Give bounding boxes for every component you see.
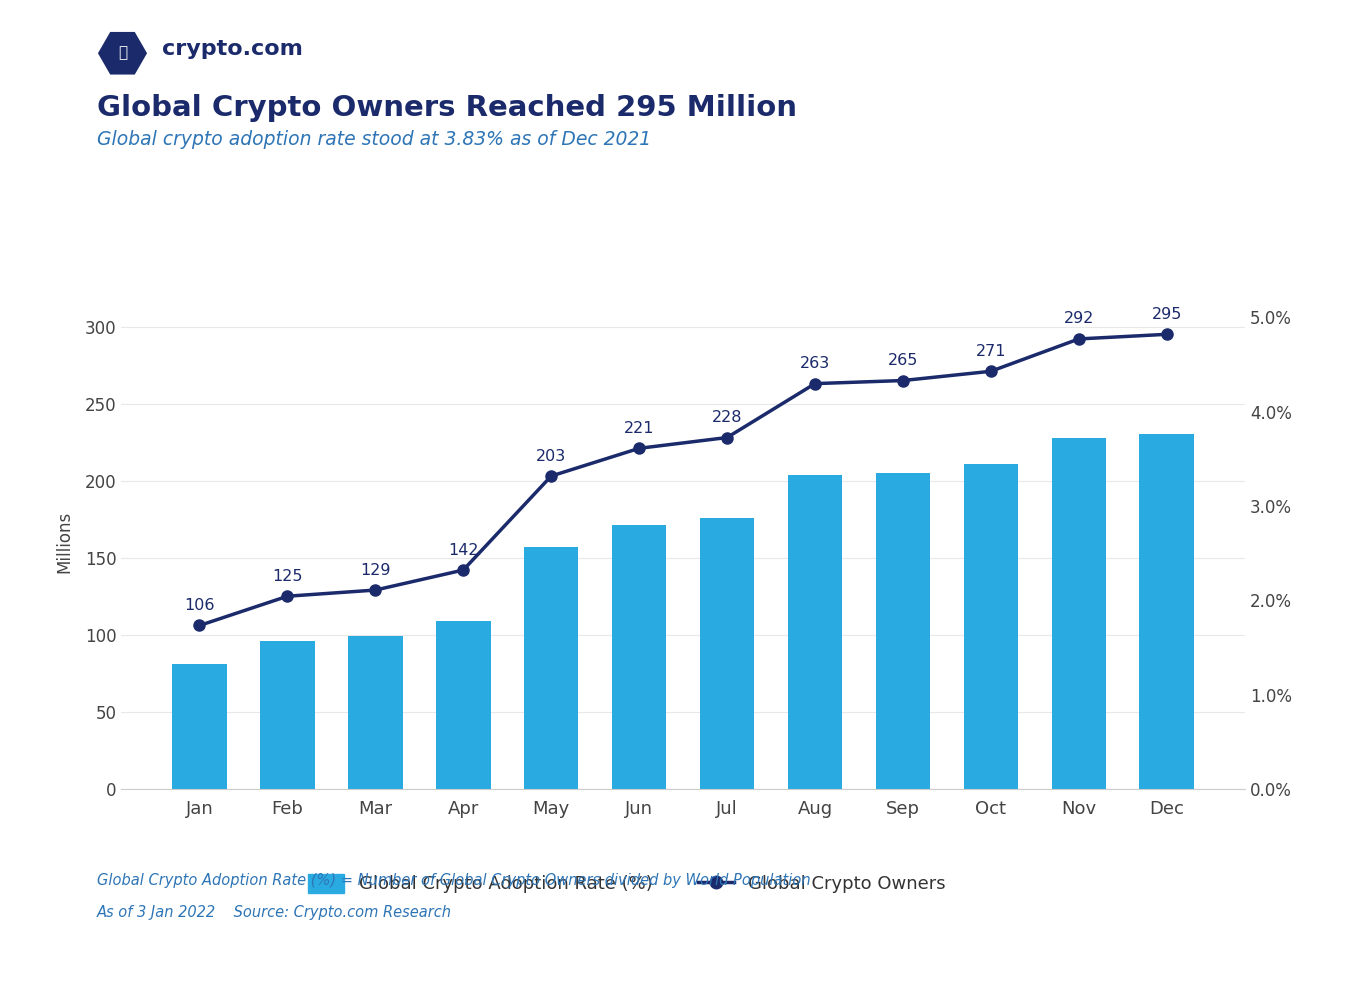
Text: 125: 125: [272, 569, 303, 584]
Bar: [1051, 438, 1106, 789]
Text: 129: 129: [361, 563, 390, 578]
Bar: [876, 473, 930, 789]
Text: Ⓒ: Ⓒ: [118, 44, 127, 60]
Text: Global Crypto Owners Reached 295 Million: Global Crypto Owners Reached 295 Million: [97, 94, 797, 121]
Text: 271: 271: [976, 344, 1005, 359]
Bar: [172, 664, 226, 789]
Text: 265: 265: [888, 353, 918, 368]
Text: As of 3 Jan 2022    Source: Crypto.com Research: As of 3 Jan 2022 Source: Crypto.com Rese…: [97, 905, 452, 920]
Bar: [436, 621, 490, 789]
Bar: [524, 547, 579, 789]
Text: 292: 292: [1063, 312, 1094, 326]
Bar: [964, 463, 1018, 789]
Text: Global Crypto Adoption Rate (%) = Number of Global Crypto Owners divided by Worl: Global Crypto Adoption Rate (%) = Number…: [97, 873, 810, 887]
Text: 106: 106: [184, 598, 215, 613]
Text: 295: 295: [1152, 307, 1182, 321]
Bar: [612, 526, 666, 789]
Text: Global crypto adoption rate stood at 3.83% as of Dec 2021: Global crypto adoption rate stood at 3.8…: [97, 130, 651, 149]
Text: 221: 221: [625, 421, 654, 436]
Text: 142: 142: [448, 542, 479, 557]
Text: 203: 203: [536, 449, 567, 463]
Bar: [1140, 435, 1194, 789]
Bar: [349, 636, 402, 789]
Bar: [787, 474, 843, 789]
Bar: [700, 518, 754, 789]
Text: 228: 228: [712, 410, 742, 425]
Text: crypto.com: crypto.com: [162, 39, 303, 59]
Y-axis label: Millions: Millions: [55, 511, 74, 574]
Legend: Global Crypto Adoption Rate (%), Global Crypto Owners: Global Crypto Adoption Rate (%), Global …: [302, 867, 953, 900]
Bar: [260, 641, 315, 789]
Text: 263: 263: [800, 356, 830, 371]
